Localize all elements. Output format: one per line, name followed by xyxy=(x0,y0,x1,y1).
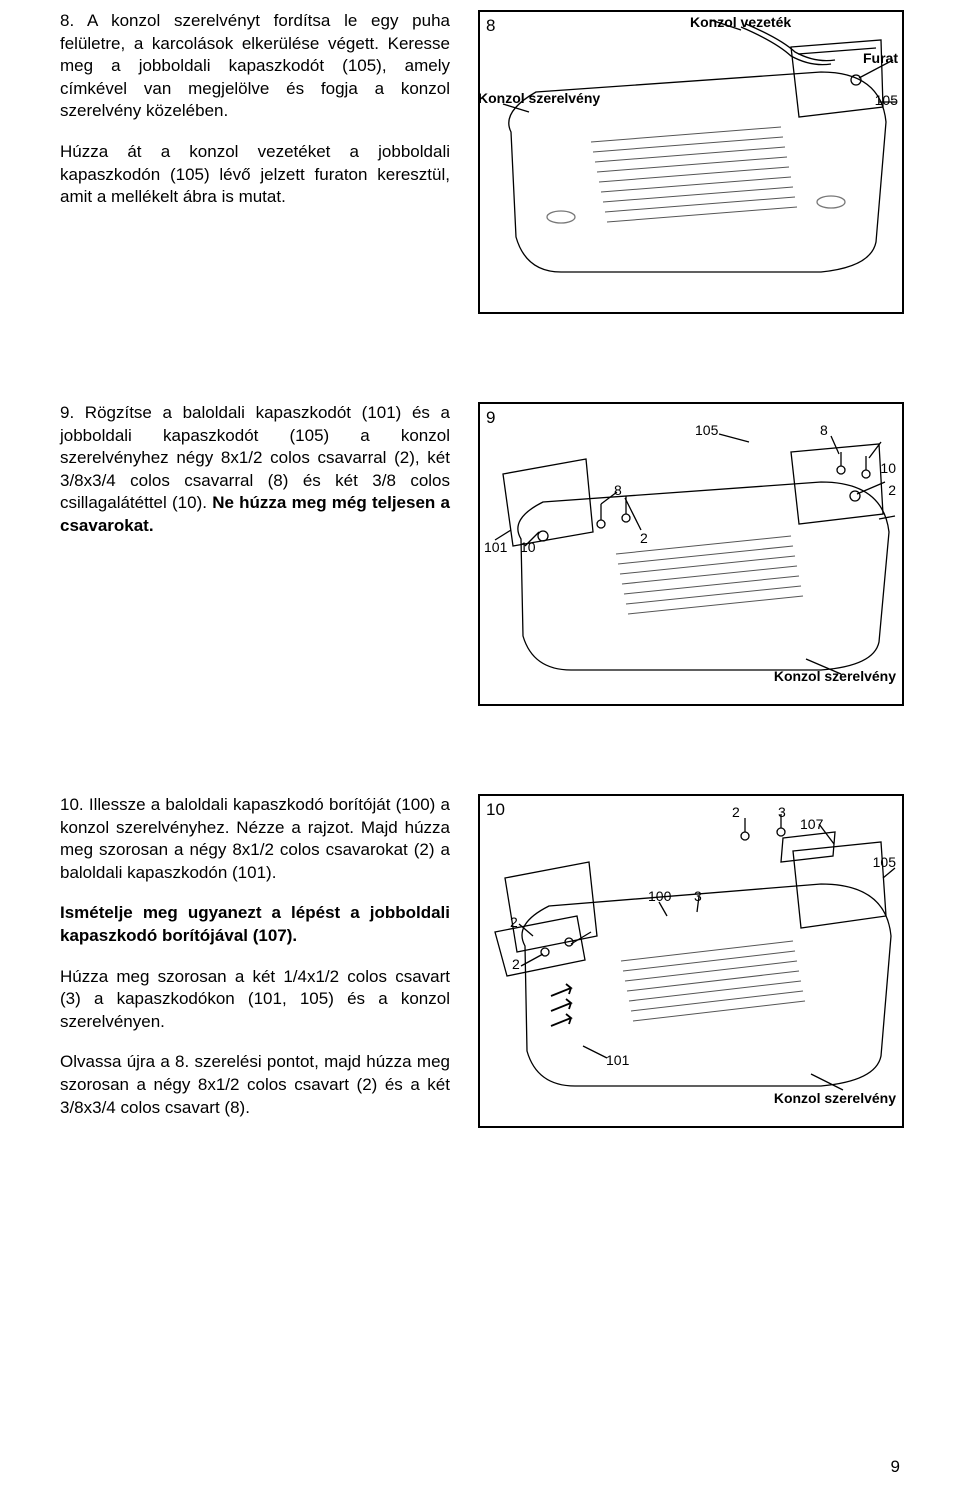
step-9-para-1: 9. Rögzítse a baloldali kapaszkodót (101… xyxy=(60,402,450,538)
label-10a-f9: 10 xyxy=(880,460,896,476)
figure-10-number: 10 xyxy=(486,800,505,820)
label-konzol-szerelveny-f8: Konzol szerelvény xyxy=(478,90,600,106)
label-furat: Furat xyxy=(863,50,898,66)
label-konzol-szerelveny-f9-text: Konzol szerelvény xyxy=(774,668,896,684)
step-10-para-2: Ismételje meg ugyanezt a lépést a jobbol… xyxy=(60,902,450,947)
label-2c-f10: 2 xyxy=(512,956,520,972)
label-8b-f9: 8 xyxy=(614,482,622,498)
label-101-f10: 101 xyxy=(606,1052,629,1068)
figure-10-svg xyxy=(480,796,902,1126)
step-9-row: 9. Rögzítse a baloldali kapaszkodót (101… xyxy=(60,402,900,706)
step-9-text: 9. Rögzítse a baloldali kapaszkodót (101… xyxy=(60,402,450,556)
label-2a-f10: 2 xyxy=(732,804,740,820)
page-number: 9 xyxy=(891,1457,900,1477)
label-105-f9: 105 xyxy=(695,422,718,438)
figure-10-col: 10 xyxy=(478,794,900,1128)
step-8-row: 8. A konzol szerelvényt fordítsa le egy … xyxy=(60,10,900,314)
figure-10: 10 xyxy=(478,794,904,1128)
label-101-f9: 101 xyxy=(484,539,507,555)
step-8-text: 8. A konzol szerelvényt fordítsa le egy … xyxy=(60,10,450,227)
step-8-para-1: 8. A konzol szerelvényt fordítsa le egy … xyxy=(60,10,450,123)
label-105-f10: 105 xyxy=(873,854,896,870)
label-konzol-vezetek: Konzol vezeték xyxy=(690,14,791,30)
label-2b-f9: 2 xyxy=(640,530,648,546)
label-107-f10: 107 xyxy=(800,816,823,832)
figure-8-col: 8 xyxy=(478,10,900,314)
label-2a-f9: 2 xyxy=(888,482,896,498)
label-3b-f10: 3 xyxy=(694,888,702,904)
step-10-para-4: Olvassa újra a 8. szerelési pontot, majd… xyxy=(60,1051,450,1119)
label-100-f10: 100 xyxy=(648,888,671,904)
figure-8-number: 8 xyxy=(486,16,495,36)
figure-9-number: 9 xyxy=(486,408,495,428)
label-konzol-szerelveny-f10: Konzol szerelvény xyxy=(774,1090,896,1106)
label-2b-f10: 2 xyxy=(510,914,518,930)
figure-9-svg xyxy=(480,404,902,704)
label-3a-f10: 3 xyxy=(778,804,786,820)
step-10-para-1: 10. Illessze a baloldali kapaszkodó borí… xyxy=(60,794,450,884)
figure-9: 9 xyxy=(478,402,904,706)
label-10b-f9: 10 xyxy=(520,539,536,555)
label-konzol-szerelveny-f10-text: Konzol szerelvény xyxy=(774,1090,896,1106)
figure-9-col: 9 xyxy=(478,402,900,706)
step-10-para-2-bold: Ismételje meg ugyanezt a lépést a jobbol… xyxy=(60,903,450,945)
step-10-text: 10. Illessze a baloldali kapaszkodó borí… xyxy=(60,794,450,1137)
label-105-f8: 105 xyxy=(875,92,898,108)
figure-8-svg xyxy=(480,12,902,312)
step-10-row: 10. Illessze a baloldali kapaszkodó borí… xyxy=(60,794,900,1137)
step-10-para-3: Húzza meg szorosan a két 1/4x1/2 colos c… xyxy=(60,966,450,1034)
label-8a-f9: 8 xyxy=(820,422,828,438)
label-konzol-szerelveny-f9-1: Konzol szerelvény xyxy=(774,668,896,684)
figure-8: 8 xyxy=(478,10,904,314)
step-8-para-2: Húzza át a konzol vezetéket a jobboldali… xyxy=(60,141,450,209)
page: 8. A konzol szerelvényt fordítsa le egy … xyxy=(0,0,960,1489)
